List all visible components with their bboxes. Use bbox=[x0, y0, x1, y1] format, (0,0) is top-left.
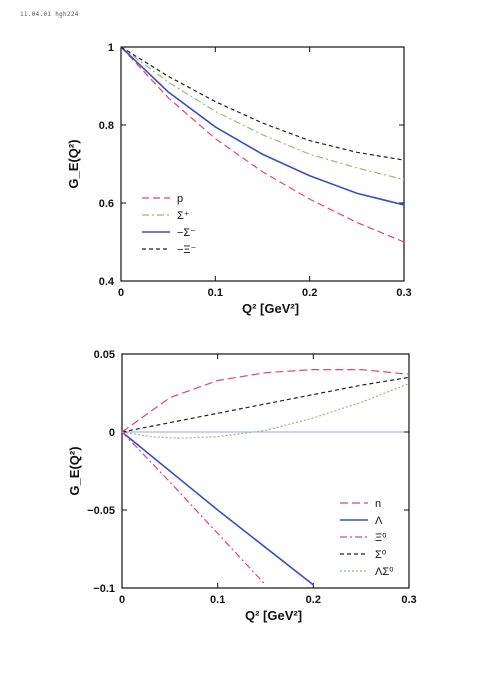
page-header-text: 11.04.01 hgh224 bbox=[20, 11, 79, 18]
x-tick-label: 0.1 bbox=[210, 594, 225, 606]
y-axis-label: G_E(Q²) bbox=[67, 446, 82, 495]
series-line-2 bbox=[121, 431, 314, 586]
legend-label-3: −Σ⁻ bbox=[177, 227, 196, 239]
x-tick-label: 0.2 bbox=[302, 287, 317, 299]
x-tick-label: 0.1 bbox=[208, 287, 223, 299]
x-axis-label: Q² [GeV²] bbox=[242, 301, 299, 316]
legend-label-1: n bbox=[375, 498, 381, 510]
x-tick-label: 0 bbox=[118, 287, 124, 299]
series-line-2 bbox=[120, 46, 405, 181]
series-line-3 bbox=[121, 431, 266, 586]
chart-1: 0 0.1 0.2 0.3 0.4 0.6 0.8 1 Q² [GeV²] G_E(Q²)p Σ⁺ −… bbox=[66, 42, 412, 316]
y-axis-label: G_E(Q²) bbox=[66, 139, 81, 188]
y-tick-label: 0.4 bbox=[99, 276, 115, 288]
series-line-1 bbox=[121, 369, 410, 433]
legend-label-2: Σ⁺ bbox=[177, 210, 190, 222]
legend-label-4: −Ξ⁻ bbox=[177, 244, 197, 256]
series-line-3 bbox=[120, 46, 405, 206]
chart-2: 0 0.1 0.2 0.3 −0.1 −0.05 0 0.05 Q² [GeV²] G_E(Q²)… bbox=[67, 349, 417, 623]
legend-label-4: Σ⁰ bbox=[375, 549, 387, 561]
legend-label-3: Ξ⁰ bbox=[375, 532, 387, 544]
y-tick-label: −0.05 bbox=[87, 505, 115, 517]
x-axis-label: Q² [GeV²] bbox=[245, 608, 302, 623]
x-tick-label: 0.3 bbox=[401, 594, 416, 606]
series-line-4 bbox=[120, 46, 405, 161]
x-tick-label: 0.3 bbox=[396, 287, 411, 299]
y-tick-label: 0.6 bbox=[99, 198, 114, 210]
y-tick-label: 0 bbox=[109, 427, 115, 439]
legend-label-5: ΛΣ⁰ bbox=[375, 566, 394, 578]
legend-label-1: p bbox=[177, 193, 183, 205]
y-tick-label: 0.05 bbox=[94, 349, 115, 361]
y-tick-label: −0.1 bbox=[93, 583, 115, 595]
series-line-1 bbox=[120, 46, 405, 243]
x-tick-label: 0.2 bbox=[306, 594, 321, 606]
y-tick-label: 1 bbox=[108, 42, 114, 54]
series-line-4 bbox=[121, 376, 410, 433]
plot-frame bbox=[120, 46, 405, 282]
series-line-5 bbox=[121, 383, 410, 439]
plot-frame bbox=[121, 353, 410, 589]
y-tick-label: 0.8 bbox=[99, 120, 114, 132]
legend-label-2: Λ bbox=[375, 515, 383, 527]
x-tick-label: 0 bbox=[119, 594, 125, 606]
